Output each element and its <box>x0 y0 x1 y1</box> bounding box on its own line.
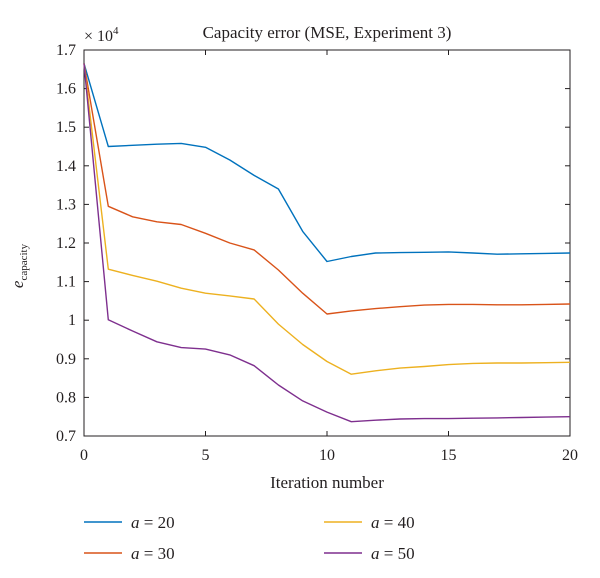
y-tick-label: 1.3 <box>56 196 76 213</box>
x-tick-label: 5 <box>202 447 210 464</box>
legend-label: a = 40 <box>371 513 415 532</box>
x-tick-label: 15 <box>441 447 457 464</box>
x-axis-label: Iteration number <box>270 473 384 492</box>
y-tick-label: 1.1 <box>56 274 76 291</box>
x-tick-label: 10 <box>319 447 335 464</box>
legend-label: a = 20 <box>131 513 175 532</box>
y-tick-label: 1.4 <box>56 158 76 175</box>
legend-label: a = 30 <box>131 544 175 563</box>
y-tick-label: 1.2 <box>56 235 76 252</box>
legend-label: a = 50 <box>371 544 415 563</box>
series-lines <box>83 63 571 423</box>
plot-frame <box>83 49 571 437</box>
series-line-a50 <box>83 63 571 423</box>
x-tick-label: 20 <box>562 447 578 464</box>
y-tick-label: 0.8 <box>56 389 76 406</box>
series-line-a30 <box>83 63 571 315</box>
legend: a = 20 a = 40 a = 30 a = 50 <box>84 513 415 563</box>
axis-ticks: 0 5 10 15 20 0.7 0.8 0.9 1 1.1 1.2 1.3 1.4 1.5 1.6 1.7 <box>56 42 578 464</box>
y-tick-label: 0.7 <box>56 428 76 445</box>
y-tick-label: 0.9 <box>56 351 76 368</box>
y-multiplier: × 104 <box>84 25 119 45</box>
series-line-a20 <box>83 63 571 263</box>
y-tick-label: 1 <box>68 312 76 329</box>
chart-title: Capacity error (MSE, Experiment 3) <box>203 23 452 42</box>
y-tick-label: 1.7 <box>56 42 76 59</box>
x-tick-label: 0 <box>80 447 88 464</box>
series-line-a40 <box>83 63 571 375</box>
y-tick-label: 1.5 <box>56 119 76 136</box>
y-axis-label: ecapacity <box>8 243 30 288</box>
y-tick-label: 1.6 <box>56 81 76 98</box>
